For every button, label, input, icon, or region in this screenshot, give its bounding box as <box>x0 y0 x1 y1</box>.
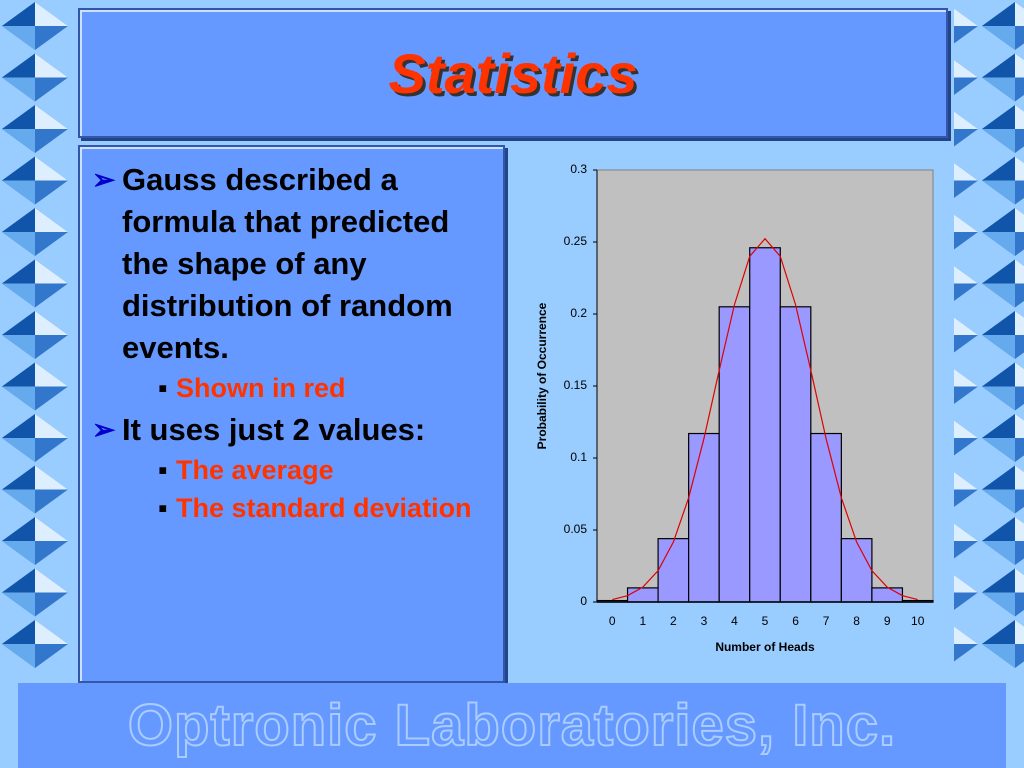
bar <box>688 432 720 603</box>
y-tick-label: 0.2 <box>570 306 587 320</box>
sub-bullet: The standard deviation <box>92 489 493 527</box>
bar <box>810 432 842 603</box>
y-tick-label: 0.25 <box>564 234 588 248</box>
decoration-strip <box>954 0 1024 670</box>
x-tick-label: 1 <box>639 614 646 628</box>
bar <box>779 306 812 603</box>
y-tick-label: 0.05 <box>564 522 588 536</box>
bar <box>626 587 659 603</box>
x-tick-label: 5 <box>762 614 769 628</box>
x-tick-label: 4 <box>731 614 738 628</box>
x-tick-label: 7 <box>823 614 830 628</box>
y-axis-title: Probability of Occurrence <box>535 302 549 449</box>
footer-text: Optronic Laboratories, Inc. <box>127 692 897 759</box>
bar <box>871 587 904 603</box>
text-box: Gauss described a formula that predicted… <box>78 145 505 683</box>
bar <box>657 538 690 603</box>
x-tick-label: 3 <box>701 614 708 628</box>
curve <box>612 237 918 601</box>
y-tick-label: 0.15 <box>564 378 588 392</box>
bullet: Gauss described a formula that predicted… <box>92 159 493 369</box>
x-tick-label: 0 <box>609 614 616 628</box>
title-box: Statistics <box>78 8 948 138</box>
x-tick-label: 2 <box>670 614 677 628</box>
y-tick-label: 0.1 <box>570 450 587 464</box>
x-tick-label: 9 <box>884 614 891 628</box>
slide-title: Statistics <box>388 41 638 105</box>
x-axis-title: Number of Heads <box>715 640 815 654</box>
bar <box>718 306 751 603</box>
bar <box>749 247 781 603</box>
bar <box>840 538 873 603</box>
y-tick-label: 0.3 <box>570 162 587 176</box>
bullet: It uses just 2 values: <box>92 409 493 451</box>
sub-bullet: The average <box>92 451 493 489</box>
x-tick-label: 8 <box>853 614 860 628</box>
sub-bullet: Shown in red <box>92 369 493 407</box>
x-tick-label: 6 <box>792 614 799 628</box>
decoration-strip <box>0 0 70 670</box>
footer: Optronic Laboratories, Inc. <box>18 683 1006 768</box>
x-tick-label: 10 <box>911 614 925 628</box>
y-tick-label: 0 <box>580 594 587 608</box>
